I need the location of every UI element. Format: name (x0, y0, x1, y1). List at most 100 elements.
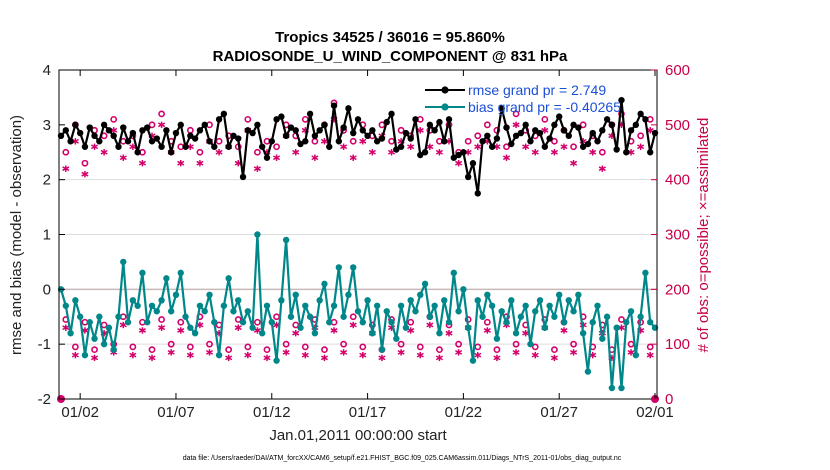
obs-possible-marker (91, 346, 98, 354)
bias-series-point (397, 302, 405, 309)
asterisk-stroke (474, 352, 482, 358)
obs-possible-marker (301, 343, 309, 351)
obs-assimilated-marker (531, 351, 539, 359)
obs-possible-marker (541, 115, 549, 123)
asterisk-stroke (570, 160, 578, 166)
asterisk-stroke (550, 355, 558, 361)
rmse-series-point (139, 127, 146, 134)
asterisk-stroke (646, 352, 654, 358)
asterisk-stroke (282, 349, 290, 355)
bias-series-point (450, 269, 458, 277)
rmse-series-point (575, 124, 582, 131)
rmse-series-point (182, 143, 189, 150)
rmse-series-point (570, 121, 577, 129)
obs-assimilated-marker (493, 354, 501, 362)
bias-series-point (263, 302, 271, 309)
bias-series-point (196, 302, 204, 309)
obs-possible-marker (637, 132, 645, 140)
bias-series-point (177, 269, 184, 277)
rmse-series-point (431, 127, 438, 134)
bias-series-point (503, 319, 510, 326)
bias-series-point (441, 297, 448, 304)
asterisk-stroke (320, 138, 329, 144)
rmse-series-point (627, 127, 635, 134)
obs-possible-marker (186, 343, 194, 351)
obs-assimilated-marker (62, 165, 70, 172)
obs-possible-marker (301, 115, 309, 123)
rmse-series-point (158, 143, 165, 150)
rmse-series-point (345, 105, 352, 112)
bias-series-point (517, 313, 525, 320)
asterisk-stroke (589, 149, 597, 155)
y-tick-label: 0 (43, 281, 51, 298)
rmse-series-point (273, 116, 280, 123)
rmse-series-point (618, 96, 625, 104)
asterisk-stroke (502, 155, 511, 161)
obs-possible-marker (436, 346, 443, 354)
obs-assimilated-marker (560, 143, 568, 150)
obs-assimilated-marker (531, 149, 539, 156)
rmse-series-point (134, 149, 141, 156)
asterisk-stroke (311, 155, 319, 161)
bias-series-point (191, 330, 199, 337)
bias-series-point (72, 297, 79, 304)
bias-series-point (417, 291, 424, 299)
rmse-series-point (536, 129, 544, 137)
bias-series-point (144, 319, 151, 326)
asterisk-stroke (292, 330, 300, 336)
bias-series-point (359, 319, 366, 326)
obs-assimilated-marker (234, 324, 242, 331)
bias-series-point (498, 308, 505, 315)
obs-possible-marker (110, 115, 118, 123)
rmse-series-point (225, 143, 232, 150)
obs-possible-marker (167, 340, 175, 348)
rmse-series-point (637, 110, 644, 118)
rmse-series-point (292, 127, 299, 134)
bias-series-point (608, 384, 616, 392)
asterisk-stroke (340, 144, 348, 150)
y-tick-label-right: 500 (665, 117, 690, 134)
obs-possible-marker (148, 121, 156, 129)
obs-possible-marker (225, 346, 233, 354)
asterisk-stroke (570, 349, 578, 355)
obs-possible-marker (378, 121, 386, 129)
obs-possible-marker (254, 318, 261, 326)
obs-assimilated-marker (320, 354, 329, 362)
rmse-series-point (239, 173, 247, 181)
asterisk-stroke (253, 328, 261, 333)
bias-series-point (345, 291, 352, 299)
obs-assimilated-marker (359, 138, 367, 145)
asterisk-stroke (205, 349, 214, 355)
bias-series-point (235, 297, 242, 304)
rmse-series-point (326, 143, 333, 150)
rmse-series-point (249, 129, 256, 137)
bias-series-point (215, 351, 223, 359)
y-tick-label: -1 (38, 336, 51, 353)
asterisk-stroke (177, 328, 185, 333)
bias-series-point (67, 330, 74, 337)
rmse-series-point (608, 121, 616, 129)
rmse-series-point (479, 138, 486, 145)
asterisk-stroke (177, 160, 185, 166)
bias-series-point (321, 280, 328, 288)
asterisk-stroke (426, 144, 434, 150)
legend-label-rmse: rmse grand pr = 2.749 (468, 82, 606, 98)
rmse-series-point (282, 132, 290, 139)
rmse-series-point (402, 129, 410, 137)
bias-series-point (541, 324, 549, 331)
asterisk-stroke (598, 166, 606, 172)
x-tick-label: 02/01 (636, 404, 674, 421)
x-tick-label: 01/07 (157, 404, 195, 421)
y-axis-label: rmse and bias (model - observation) (8, 115, 25, 355)
rmse-series-point (522, 121, 529, 129)
obs-assimilated-marker (253, 165, 261, 172)
rmse-series-point (211, 143, 218, 150)
rmse-series-point (407, 135, 414, 142)
rmse-series-point (76, 129, 84, 137)
rmse-series-point (187, 132, 194, 139)
y-tick-label-right: 100 (665, 336, 690, 353)
rmse-series-point (460, 149, 467, 156)
obs-assimilated-marker (598, 165, 606, 172)
x-tick-label: 01/22 (445, 404, 483, 421)
obs-possible-marker (244, 115, 252, 123)
